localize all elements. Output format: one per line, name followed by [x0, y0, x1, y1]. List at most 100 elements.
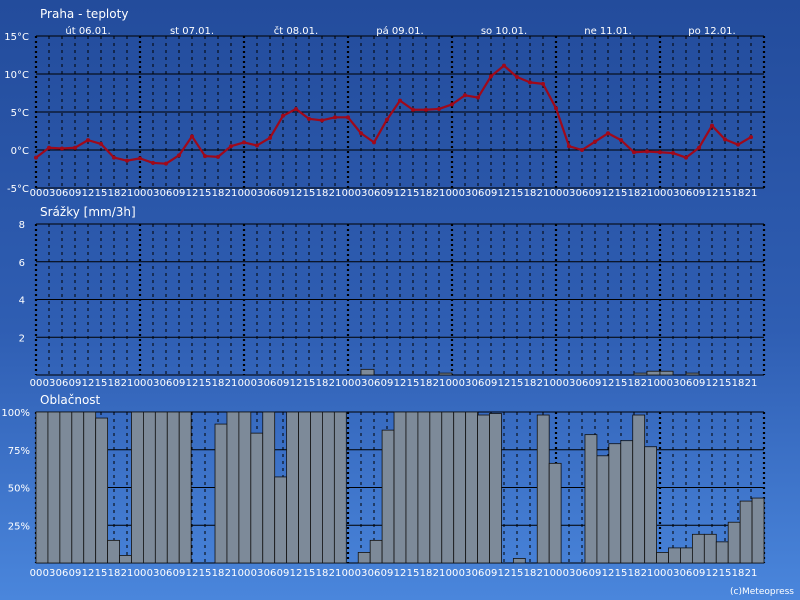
x-tick-label-hour: 18	[108, 188, 121, 199]
cloud-bar	[512, 558, 526, 564]
x-tick-label-hour: 18	[420, 568, 433, 579]
x-tick-label-hour: 09	[173, 568, 186, 579]
x-tick-label-hour: 00	[446, 568, 459, 579]
x-tick-label-hour: 00	[550, 188, 563, 199]
cloud-bar	[739, 500, 753, 564]
y-tick-label-temperature: -5°C	[7, 184, 29, 195]
x-tick-label-hour: 06	[472, 568, 485, 579]
cloud-bar	[322, 411, 335, 564]
y-tick-label-precipitation: 2	[19, 333, 25, 344]
x-tick-label-hour: 15	[95, 568, 108, 579]
x-tick-label-hour: 03	[667, 188, 680, 199]
x-tick-label-hour: 00	[30, 568, 43, 579]
x-tick-label-hour: 15	[95, 378, 108, 389]
day-label: čt 08.01.	[274, 25, 318, 37]
x-tick-label-hour: 09	[589, 378, 602, 389]
cloud-bar	[656, 552, 669, 564]
cloud-bar	[95, 417, 109, 564]
x-tick-label-hour: 03	[667, 378, 680, 389]
day-label: pá 09.01.	[376, 25, 423, 37]
temperature-point	[528, 80, 532, 85]
chart-title-cloudiness: Oblačnost	[40, 393, 101, 407]
x-tick-label-hour: 12	[290, 378, 303, 389]
x-tick-label-hour: 15	[719, 378, 732, 389]
x-tick-label-hour: 18	[316, 188, 329, 199]
x-tick-label-hour: 00	[654, 188, 667, 199]
cloud-bar	[381, 429, 395, 564]
temperature-point	[333, 115, 337, 120]
x-tick-label-hour: 18	[316, 568, 329, 579]
cloud-bar	[608, 443, 622, 564]
cloud-bar	[691, 533, 705, 564]
x-tick-label-hour: 00	[342, 378, 355, 389]
x-tick-label-hour: 21	[121, 188, 134, 199]
x-tick-label-hour: 15	[719, 188, 732, 199]
temperature-point	[164, 161, 168, 166]
cloud-bar	[214, 423, 228, 564]
x-tick-label-hour: 03	[147, 188, 160, 199]
x-tick-label-hour: 09	[693, 188, 706, 199]
temperature-point	[463, 93, 467, 98]
temperature-point	[307, 116, 311, 121]
y-tick-label-cloudiness: 25%	[8, 521, 30, 532]
x-tick-label-hour: 12	[394, 378, 407, 389]
cloud-bar	[489, 413, 502, 564]
x-tick-label-hour: 06	[264, 568, 277, 579]
cloud-bar	[393, 411, 407, 564]
temperature-point	[372, 140, 376, 145]
x-tick-label-hour: 03	[667, 568, 680, 579]
x-tick-label-hour: 03	[43, 188, 56, 199]
y-tick-label-temperature: 0°C	[11, 146, 29, 157]
temperature-point	[645, 149, 649, 154]
x-tick-label-hour: 09	[277, 378, 290, 389]
x-tick-label-hour: 18	[524, 188, 537, 199]
x-tick-label-hour: 18	[316, 378, 329, 389]
temperature-point	[47, 145, 51, 150]
x-tick-label-hour: 00	[238, 378, 251, 389]
x-tick-label-hour: 21	[121, 378, 134, 389]
x-tick-label-hour: 12	[82, 188, 95, 199]
cloud-bar	[238, 411, 252, 564]
cloud-bar	[47, 411, 61, 564]
x-tick-label-hour: 15	[615, 378, 628, 389]
x-tick-label-hour: 21	[537, 568, 550, 579]
x-tick-label-hour: 00	[30, 188, 43, 199]
temperature-point	[138, 156, 142, 161]
cloud-bar	[680, 547, 693, 564]
temperature-point	[606, 131, 610, 136]
temperature-point	[34, 155, 38, 160]
x-tick-label-hour: 00	[238, 568, 251, 579]
x-tick-label-hour: 03	[147, 378, 160, 389]
x-tick-label-hour: 18	[212, 188, 225, 199]
x-tick-label-hour: 12	[498, 188, 511, 199]
x-tick-label-hour: 06	[576, 378, 589, 389]
temperature-point	[749, 135, 753, 140]
cloud-bar	[644, 446, 657, 564]
cloud-bar	[226, 411, 240, 564]
x-tick-label-hour: 09	[381, 188, 394, 199]
x-tick-label-hour: 06	[576, 188, 589, 199]
x-tick-label-hour: 00	[134, 378, 147, 389]
y-tick-label-temperature: 10°C	[4, 70, 29, 81]
panel-grid-1	[34, 35, 766, 189]
cloud-bar	[250, 432, 264, 564]
x-tick-label-hour: 09	[693, 378, 706, 389]
temperature-point	[567, 144, 571, 149]
temperature-point	[385, 117, 389, 122]
temperature-point	[203, 154, 207, 159]
y-tick-label-precipitation: 4	[19, 296, 25, 307]
x-tick-label-hour: 06	[680, 378, 693, 389]
temperature-point	[632, 150, 636, 155]
x-tick-label-hour: 03	[251, 378, 264, 389]
temperature-point	[190, 134, 194, 139]
x-tick-label-hour: 06	[160, 378, 173, 389]
temperature-point	[554, 106, 558, 111]
x-tick-label-hour: 18	[628, 568, 641, 579]
x-tick-label-hour: 21	[225, 378, 238, 389]
x-tick-label-hour: 21	[329, 378, 342, 389]
day-label: so 10.01.	[481, 26, 527, 37]
x-tick-label-hour: 21	[537, 188, 550, 199]
x-tick-label-hour: 18	[108, 568, 121, 579]
x-tick-label-hour: 15	[95, 188, 108, 199]
